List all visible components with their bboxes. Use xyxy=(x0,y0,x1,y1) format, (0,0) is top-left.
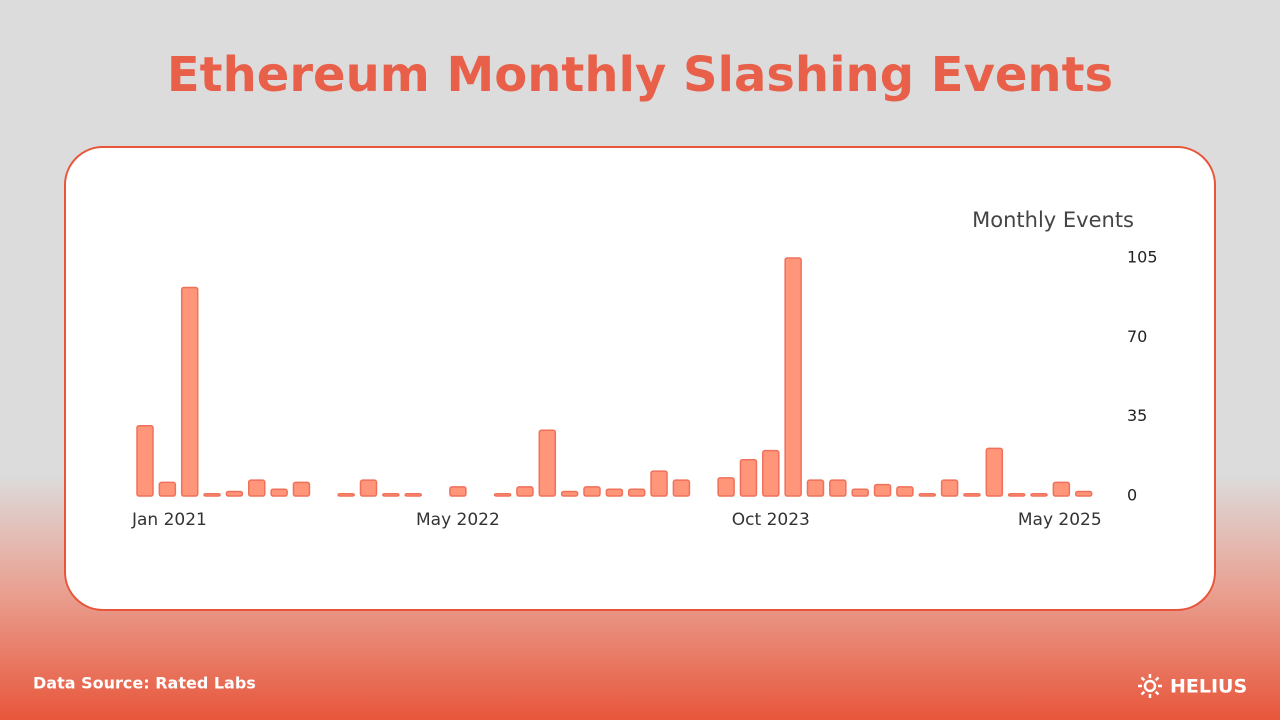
chart-title: Ethereum Monthly Slashing Events xyxy=(167,47,1113,103)
bar xyxy=(1074,490,1093,497)
bar xyxy=(762,449,780,497)
bar xyxy=(784,257,802,497)
logo-rays xyxy=(1138,674,1162,698)
bar xyxy=(449,486,467,497)
bar xyxy=(829,479,847,497)
bar xyxy=(605,488,624,497)
bar xyxy=(516,486,534,497)
bar xyxy=(337,492,355,497)
brand-logo xyxy=(1138,674,1162,698)
x-tick-label: Oct 2023 xyxy=(732,510,810,530)
bar xyxy=(940,479,959,497)
bar xyxy=(985,447,1004,497)
bar xyxy=(136,424,154,497)
x-tick-label: May 2022 xyxy=(416,510,500,530)
brand-name: HELIUS xyxy=(1170,676,1247,698)
bar xyxy=(560,490,579,497)
bar xyxy=(1007,492,1026,497)
bar xyxy=(739,458,758,497)
y-tick-label: 70 xyxy=(1127,327,1147,346)
bar xyxy=(806,479,825,497)
bar xyxy=(382,492,400,497)
bar xyxy=(270,488,288,497)
bar xyxy=(158,481,177,497)
bar xyxy=(538,429,557,497)
bar xyxy=(248,479,266,497)
axis-title: Monthly Events xyxy=(972,208,1134,232)
bar xyxy=(1030,492,1048,497)
bar xyxy=(672,479,691,497)
bar xyxy=(1052,481,1071,497)
bar xyxy=(583,486,601,497)
bar xyxy=(493,492,512,497)
bar xyxy=(963,492,981,497)
bar xyxy=(404,492,422,497)
y-tick-label: 0 xyxy=(1127,486,1137,505)
source-note: Data Source: Rated Labs xyxy=(33,674,256,693)
y-tick-label: 105 xyxy=(1127,248,1158,267)
bar xyxy=(851,488,869,497)
x-tick-label: Jan 2021 xyxy=(131,510,207,530)
bar xyxy=(918,492,936,497)
bar xyxy=(203,492,221,497)
logo-icon xyxy=(1143,679,1157,693)
x-tick-label: May 2025 xyxy=(1018,510,1102,530)
bar xyxy=(627,488,646,497)
bar xyxy=(225,490,244,497)
bar xyxy=(359,479,378,497)
y-tick-label: 35 xyxy=(1127,406,1147,425)
bar xyxy=(896,486,914,497)
bar xyxy=(292,481,311,497)
bar xyxy=(650,470,668,497)
bar xyxy=(180,286,199,497)
bar xyxy=(873,483,892,497)
bar xyxy=(717,477,735,497)
